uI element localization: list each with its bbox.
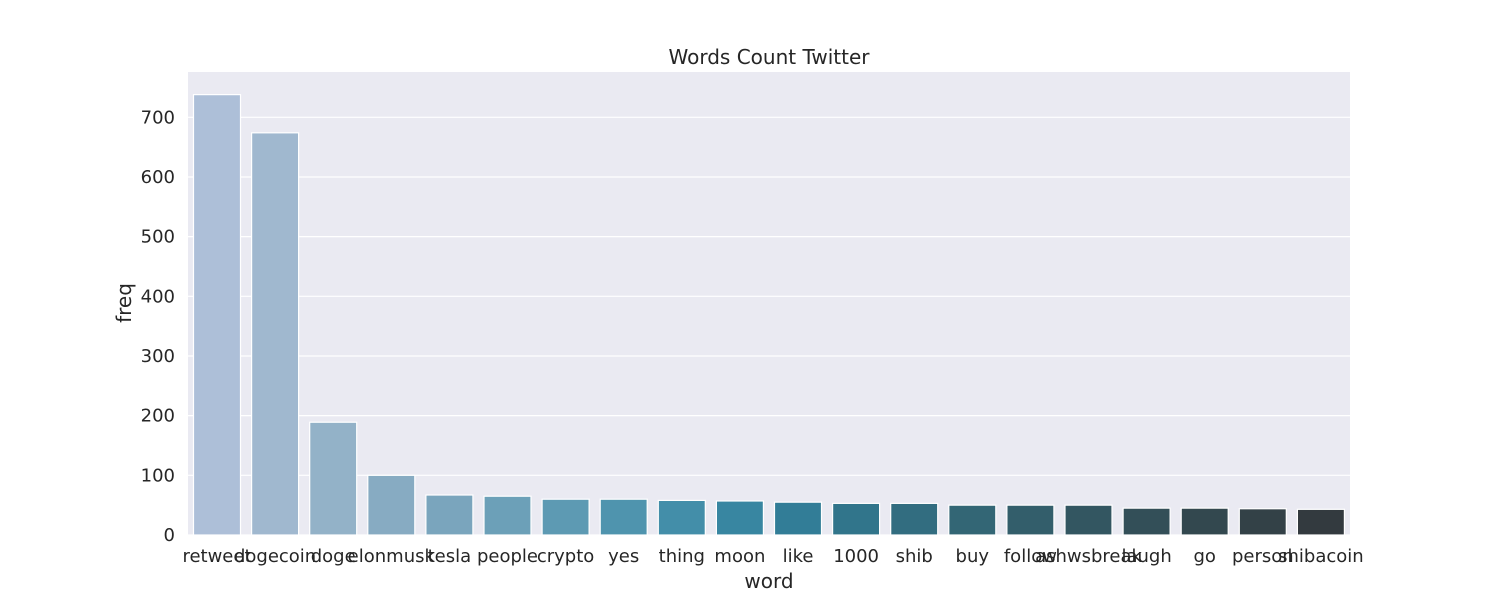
y-tick-label: 200 bbox=[141, 406, 175, 427]
x-axis-label: word bbox=[744, 569, 793, 593]
bar-shibacoin bbox=[1296, 508, 1346, 536]
x-tick-label: like bbox=[783, 546, 814, 567]
x-tick-label: follow bbox=[1004, 546, 1057, 567]
x-tick-label: shibacoin bbox=[1278, 546, 1364, 567]
x-tick-label: tesla bbox=[428, 546, 472, 567]
y-tick-label: 300 bbox=[141, 346, 175, 367]
x-tick-label: elonmusk bbox=[348, 546, 436, 567]
bar-go bbox=[1180, 507, 1229, 536]
x-tick-label: 1000 bbox=[833, 546, 879, 567]
x-tick-label: dogecoin bbox=[234, 546, 316, 567]
bar-1000 bbox=[831, 502, 881, 536]
bar-dogecoin bbox=[251, 132, 300, 536]
y-axis-label: freq bbox=[112, 283, 136, 323]
bar-person bbox=[1238, 508, 1287, 536]
bar-doge bbox=[309, 421, 358, 536]
bar-crypto bbox=[541, 498, 590, 536]
x-tick-label: buy bbox=[956, 546, 990, 567]
bar-laugh bbox=[1122, 507, 1171, 536]
bar-moon bbox=[715, 500, 765, 536]
bars bbox=[192, 94, 1346, 536]
x-tick-label: yes bbox=[608, 546, 639, 567]
bar-ashwsbreak bbox=[1064, 504, 1113, 536]
x-tick-label: person bbox=[1232, 546, 1294, 567]
bar-like bbox=[773, 501, 823, 536]
bar-retweet bbox=[192, 94, 242, 536]
x-tick-label: retweet bbox=[182, 546, 251, 567]
y-tick-label: 0 bbox=[164, 525, 175, 546]
x-tick-label: shib bbox=[896, 546, 933, 567]
x-tick-label: doge bbox=[311, 546, 356, 567]
plot-background bbox=[188, 72, 1350, 535]
y-tick-label: 100 bbox=[141, 465, 175, 486]
x-tick-label: go bbox=[1193, 546, 1215, 567]
bar-people bbox=[483, 495, 532, 536]
bar-shib bbox=[890, 502, 939, 536]
x-tick-label: thing bbox=[659, 546, 705, 567]
y-tick-label: 400 bbox=[141, 286, 175, 307]
bar-tesla bbox=[425, 494, 474, 536]
bar-follow bbox=[1006, 504, 1055, 536]
x-tick-label: laugh bbox=[1121, 546, 1171, 567]
bar-elonmusk bbox=[367, 474, 416, 536]
x-tick-label: crypto bbox=[537, 546, 594, 567]
bar-buy bbox=[948, 504, 997, 536]
y-tick-label: 700 bbox=[141, 107, 175, 128]
x-tick-label: people bbox=[477, 546, 538, 567]
y-tick-labels: 0 100 200 300 400 500 600 700 bbox=[141, 107, 175, 546]
x-tick-label: moon bbox=[714, 546, 765, 567]
bar-yes bbox=[599, 498, 648, 536]
chart-title: Words Count Twitter bbox=[669, 45, 871, 69]
y-tick-label: 500 bbox=[141, 227, 175, 248]
x-tick-label: ashwsbreak bbox=[1035, 546, 1142, 567]
bar-thing bbox=[657, 499, 706, 536]
y-tick-label: 600 bbox=[141, 167, 175, 188]
